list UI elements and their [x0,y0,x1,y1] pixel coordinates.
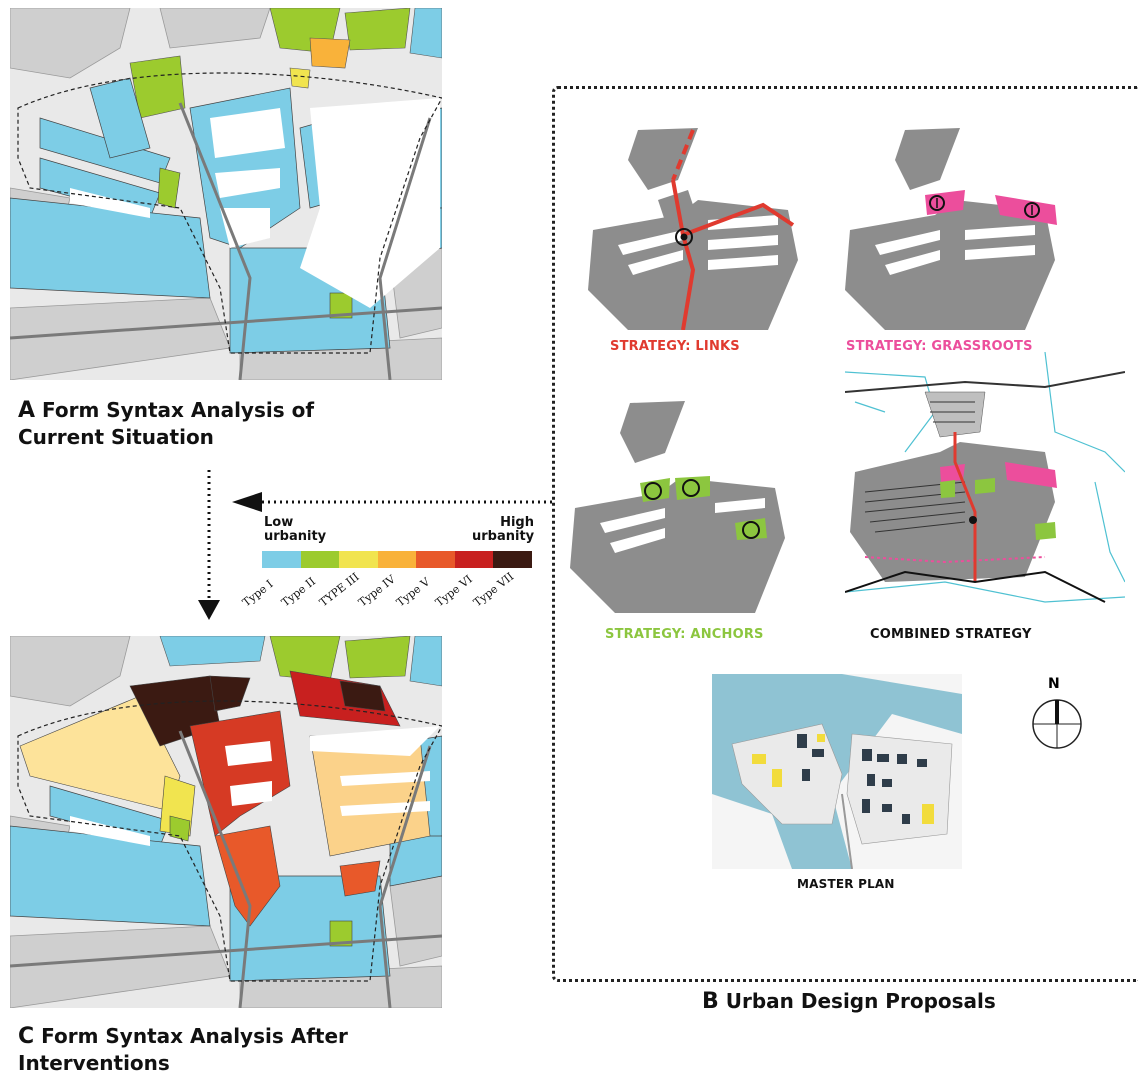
legend-low-line2: urbanity [264,529,327,544]
legend-swatch [493,551,533,568]
map-combined-strategy [845,352,1125,617]
legend-high-line1: High [500,515,534,530]
caption-a-line1: Form Syntax Analysis of [42,398,315,422]
north-label: N [1048,676,1060,692]
legend-swatch [300,551,340,568]
north-arrow-icon: N [1027,676,1087,756]
urban-design-proposals-frame [552,86,1138,982]
legend-high-label: High urbanity [472,516,534,544]
map-strategy-grassroots [845,120,1065,330]
legend-high-line2: urbanity [472,529,535,544]
label-combined-strategy: COMBINED STRATEGY [870,627,1032,642]
label-strategy-links: STRATEGY: LINKS [610,339,740,354]
map-strategy-anchors [565,398,800,613]
map-master-plan [712,674,962,869]
legend-swatch [262,551,301,568]
map-after-interventions [10,636,442,1008]
caption-a: A Form Syntax Analysis of Current Situat… [18,397,314,450]
legend-swatch [416,551,455,568]
caption-b-letter: B [702,989,719,1014]
legend-low-line1: Low [264,515,294,530]
caption-a-line2: Current Situation [18,425,214,449]
caption-c: C Form Syntax Analysis After Interventio… [18,1023,348,1076]
caption-c-letter: C [18,1024,35,1049]
caption-a-letter: A [18,398,36,423]
legend-swatch [339,551,378,568]
legend-swatch [377,551,417,568]
label-strategy-anchors: STRATEGY: ANCHORS [605,627,764,642]
caption-b: B Urban Design Proposals [702,988,996,1015]
label-strategy-grassroots: STRATEGY: GRASSROOTS [846,339,1033,354]
map-strategy-links [588,120,808,330]
label-master-plan: MASTER PLAN [797,877,895,891]
map-current-situation [10,8,442,380]
caption-c-line1: Form Syntax Analysis After [41,1024,348,1048]
legend-swatch [454,551,494,568]
caption-b-text: Urban Design Proposals [725,989,996,1013]
urbanity-legend-bar [262,551,533,568]
legend-low-label: Low urbanity [264,516,326,544]
caption-c-line2: Interventions [18,1051,170,1075]
